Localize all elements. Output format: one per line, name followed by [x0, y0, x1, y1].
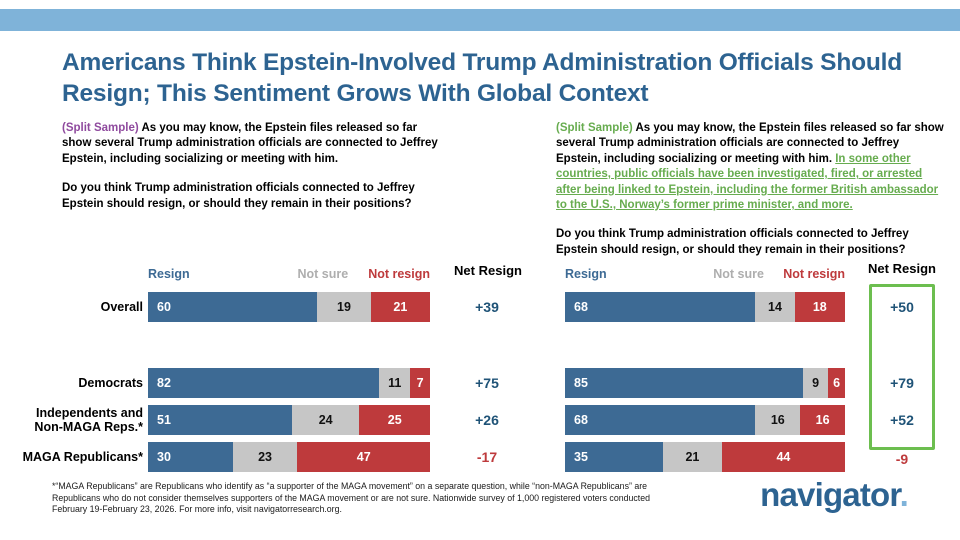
bar-segment-not-resign: 7	[410, 368, 430, 398]
bar-row-left-maga: 30 23 47	[148, 442, 430, 472]
split-sample-label-left: (Split Sample)	[62, 122, 139, 134]
logo-text: navigator	[760, 476, 900, 513]
page-title: Americans Think Epstein-Involved Trump A…	[62, 49, 902, 108]
bar-row-right-overall: 68 14 18	[565, 292, 845, 322]
bar-value: 30	[157, 450, 171, 464]
bar-value: 16	[770, 413, 785, 427]
bar-value: 60	[157, 300, 171, 314]
bar-value: 24	[318, 413, 333, 427]
row-label-independents: Independents and Non-MAGA Reps.*	[34, 406, 143, 434]
bar-value: 11	[388, 376, 402, 390]
bar-row-right-independents: 68 16 16	[565, 405, 845, 435]
net-resign-header-right: Net Resign	[868, 261, 936, 276]
bar-segment-not-sure: 24	[291, 405, 360, 435]
net-value: +50	[890, 299, 914, 315]
question-context-right: In some other countries, public official…	[556, 152, 939, 212]
net-resign-header-left: Net Resign	[454, 263, 522, 278]
question-intro-right: (Split Sample) As you may know, the Epst…	[556, 121, 946, 213]
net-value: -17	[476, 449, 498, 465]
question-intro-left: (Split Sample) As you may know, the Epst…	[62, 121, 438, 167]
footnote: *“MAGA Republicans” are Republicans who …	[52, 481, 651, 515]
question-block-left: (Split Sample) As you may know, the Epst…	[62, 121, 438, 226]
row-label-maga: MAGA Republicans*	[22, 450, 143, 464]
bar-segment-not-sure: 21	[663, 442, 722, 472]
navigator-logo: navigator.	[760, 476, 909, 514]
bar-value: 85	[574, 376, 588, 390]
bar-value: 14	[768, 300, 782, 314]
bar-value: 82	[157, 376, 171, 390]
bar-segment-not-resign: 6	[828, 368, 845, 398]
bar-row-left-democrats: 82 11 7	[148, 368, 430, 398]
header-not-resign-right: Not resign	[783, 267, 845, 281]
bar-row-left-overall: 60 19 21	[148, 292, 430, 322]
net-value: +26	[475, 412, 499, 428]
logo-dot: .	[899, 476, 909, 513]
bar-value: 25	[387, 413, 402, 427]
bar-segment-resign: 82	[148, 368, 380, 398]
bar-value: 21	[685, 450, 700, 464]
bar-segment-not-sure: 11	[379, 368, 411, 398]
bar-value: 51	[157, 413, 171, 427]
net-value: +75	[475, 375, 499, 391]
bar-value: 35	[574, 450, 588, 464]
bar-segment-resign: 51	[148, 405, 292, 435]
bar-value: 16	[815, 413, 830, 427]
bar-segment-not-sure: 9	[803, 368, 829, 398]
column-headers-left: Resign Not sure Not resign	[148, 267, 430, 283]
split-sample-label-right: (Split Sample)	[556, 122, 633, 134]
bar-segment-not-resign: 44	[721, 442, 845, 472]
bar-segment-not-sure: 23	[232, 442, 298, 472]
bar-segment-not-resign: 16	[800, 405, 845, 435]
question-block-right: (Split Sample) As you may know, the Epst…	[556, 121, 946, 272]
bar-segment-resign: 30	[148, 442, 233, 472]
bar-segment-not-sure: 14	[755, 292, 795, 322]
bar-value: 7	[416, 376, 424, 390]
row-label-overall: Overall	[100, 300, 143, 314]
row-label-democrats: Democrats	[78, 376, 143, 390]
bar-value: 23	[258, 450, 272, 464]
net-highlight-box	[869, 284, 935, 450]
bar-segment-not-resign: 47	[297, 442, 430, 472]
header-not-resign-left: Not resign	[368, 267, 430, 281]
net-value: -9	[895, 451, 909, 467]
bar-value: 68	[574, 413, 588, 427]
bar-row-right-democrats: 85 9 6	[565, 368, 845, 398]
question-intro-text-left: As you may know, the Epstein files relea…	[62, 122, 438, 165]
header-stripe	[0, 9, 960, 31]
bar-segment-resign: 60	[148, 292, 318, 322]
bar-segment-not-sure: 19	[317, 292, 371, 322]
net-value: +39	[475, 299, 499, 315]
bar-segment-resign: 68	[565, 405, 756, 435]
net-value: +79	[890, 375, 914, 391]
bar-segment-resign: 35	[565, 442, 663, 472]
question-text-left: Do you think Trump administration offici…	[62, 182, 415, 210]
bar-value: 6	[833, 376, 841, 390]
question-text-right: Do you think Trump administration offici…	[556, 228, 909, 256]
bar-segment-resign: 85	[565, 368, 803, 398]
bar-row-right-maga: 35 21 44	[565, 442, 845, 472]
bar-value: 18	[812, 300, 827, 314]
bar-row-left-independents: 51 24 25	[148, 405, 430, 435]
header-not-sure-right: Not sure	[713, 267, 764, 281]
header-not-sure-left: Not sure	[297, 267, 349, 281]
bar-segment-not-resign: 21	[370, 292, 430, 322]
bar-value: 68	[574, 300, 588, 314]
bar-value: 44	[776, 450, 791, 464]
bar-value: 9	[812, 376, 820, 390]
header-resign-right: Resign	[565, 267, 607, 281]
question-intro-text-right: As you may know, the Epstein files relea…	[556, 122, 944, 165]
bar-value: 21	[393, 300, 408, 314]
column-headers-right: Resign Not sure Not resign	[565, 267, 845, 283]
bar-segment-resign: 68	[565, 292, 756, 322]
bar-value: 19	[337, 300, 351, 314]
bar-segment-not-resign: 18	[794, 292, 845, 322]
net-value: +52	[890, 412, 914, 428]
bar-value: 47	[356, 450, 371, 464]
bar-segment-not-resign: 25	[359, 405, 430, 435]
header-resign-left: Resign	[148, 267, 190, 281]
bar-segment-not-sure: 16	[755, 405, 801, 435]
